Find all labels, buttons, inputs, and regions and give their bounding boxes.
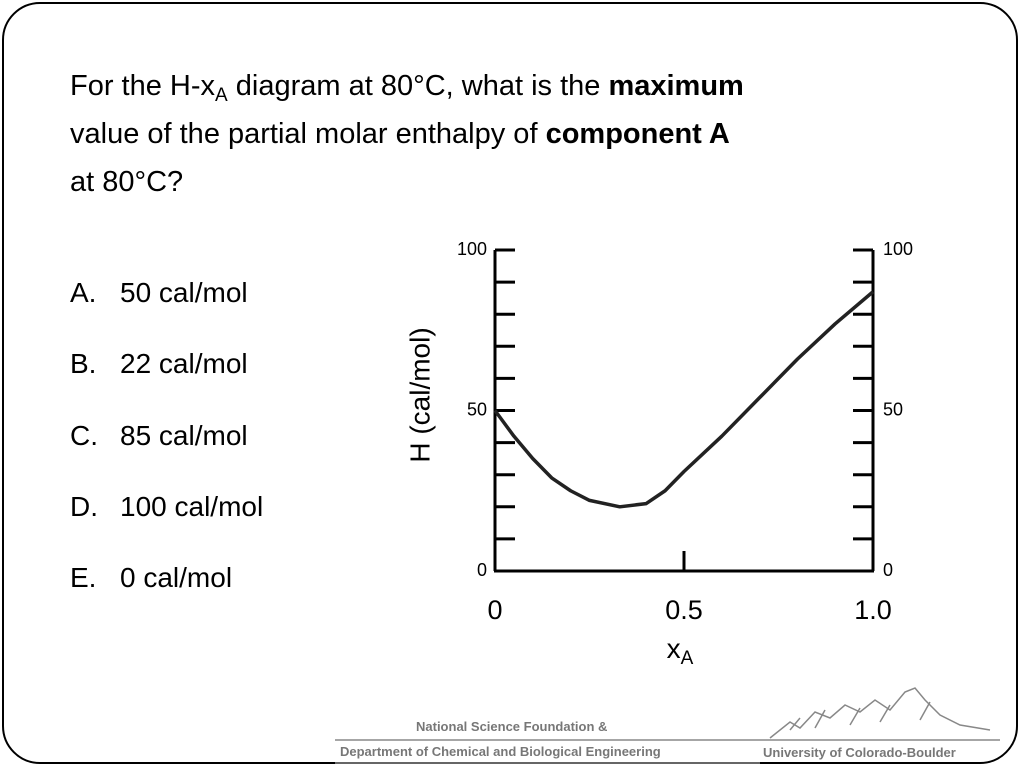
option-letter: D. <box>70 491 98 522</box>
question: For the H-xA diagram at 80°C, what is th… <box>70 62 970 206</box>
y2-tick-label: 50 <box>883 399 903 419</box>
logo <box>335 687 1000 764</box>
option-text: 100 cal/mol <box>120 491 264 522</box>
y-tick-label: 100 <box>457 239 487 259</box>
question-text: diagram at 80°C, what is the <box>227 70 609 102</box>
y-tick-label: 50 <box>467 399 487 419</box>
x-axis-label-main: x <box>667 633 681 664</box>
option[interactable]: E. 0 cal/mol <box>70 562 232 594</box>
footer-line1: National Science Foundation & <box>416 719 608 734</box>
y2-tick-label: 100 <box>883 239 913 259</box>
question-text: value of the partial molar enthalpy of <box>70 118 546 150</box>
option-text: 0 cal/mol <box>120 562 233 593</box>
x-tick-label: 1.0 <box>854 595 892 625</box>
x-tick-label: 0 <box>487 595 502 625</box>
option-text: 50 cal/mol <box>120 277 248 308</box>
option-letter: E. <box>70 562 97 593</box>
option[interactable]: D. 100 cal/mol <box>70 491 263 523</box>
option[interactable]: C. 85 cal/mol <box>70 420 248 452</box>
option[interactable]: A. 50 cal/mol <box>70 277 248 309</box>
footer-line2: Department of Chemical and Biological En… <box>340 744 661 759</box>
option-text: 85 cal/mol <box>120 420 248 451</box>
question-bold: component A <box>545 118 730 150</box>
x-axis-label-sub: A <box>681 648 694 669</box>
option-letter: B. <box>70 348 97 379</box>
x-tick-label: 0.5 <box>665 595 703 625</box>
x-axis-label: xA <box>667 633 694 669</box>
question-bold: maximum <box>608 70 744 102</box>
y2-tick-label: 0 <box>883 560 893 580</box>
footer-university: University of Colorado-Boulder <box>763 745 956 760</box>
question-text: For the H-x <box>70 70 216 102</box>
question-text: at 80°C? <box>70 166 184 198</box>
option[interactable]: B. 22 cal/mol <box>70 348 248 380</box>
option-letter: C. <box>70 420 98 451</box>
y-axis-label: H (cal/mol) <box>404 327 435 462</box>
question-subscript: A <box>215 85 228 106</box>
y-tick-label: 0 <box>477 560 487 580</box>
curve <box>493 290 875 509</box>
option-letter: A. <box>70 277 97 308</box>
option-text: 22 cal/mol <box>120 348 248 379</box>
